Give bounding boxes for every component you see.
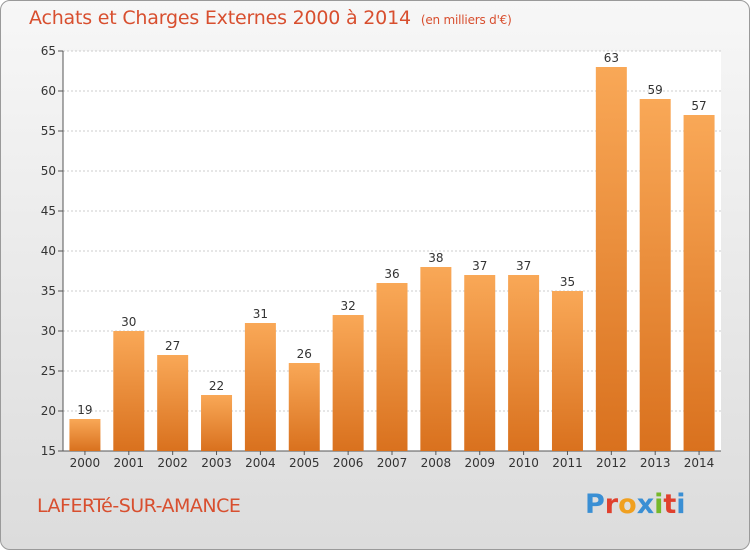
bar-2014 bbox=[683, 115, 715, 451]
bar-2010 bbox=[508, 275, 540, 451]
data-label: 57 bbox=[691, 99, 706, 113]
commune-name: LAFERTé-SUR-AMANCE bbox=[37, 495, 241, 517]
data-label: 27 bbox=[165, 339, 180, 353]
x-tick-label: 2002 bbox=[157, 456, 188, 470]
chart-title-text: Achats et Charges Externes 2000 à 2014 bbox=[29, 7, 411, 29]
x-tick-label: 2013 bbox=[640, 456, 671, 470]
y-tick-label: 35 bbox=[41, 284, 56, 298]
data-label: 26 bbox=[297, 347, 312, 361]
bar-2001 bbox=[113, 331, 145, 451]
x-tick-label: 2008 bbox=[421, 456, 452, 470]
bar-2007 bbox=[376, 283, 408, 451]
bar-2006 bbox=[332, 315, 364, 451]
x-tick-label: 2014 bbox=[684, 456, 715, 470]
bar-2005 bbox=[288, 363, 320, 451]
y-tick-label: 55 bbox=[41, 124, 56, 138]
bar-2011 bbox=[551, 291, 583, 451]
x-tick-label: 2005 bbox=[289, 456, 320, 470]
bar-2003 bbox=[201, 395, 233, 451]
data-label: 19 bbox=[77, 403, 92, 417]
data-label: 38 bbox=[428, 251, 443, 265]
bar-2000 bbox=[69, 419, 101, 451]
data-label: 63 bbox=[604, 51, 619, 65]
y-tick-label: 40 bbox=[41, 244, 56, 258]
x-tick-label: 2010 bbox=[508, 456, 539, 470]
y-tick-label: 15 bbox=[41, 444, 56, 458]
data-label: 31 bbox=[253, 307, 268, 321]
y-tick-label: 45 bbox=[41, 204, 56, 218]
x-tick-label: 2001 bbox=[114, 456, 145, 470]
x-tick-label: 2011 bbox=[552, 456, 583, 470]
x-tick-label: 2009 bbox=[464, 456, 495, 470]
bar-2002 bbox=[157, 355, 189, 451]
bar-2004 bbox=[244, 323, 276, 451]
y-tick-label: 60 bbox=[41, 84, 56, 98]
y-tick-label: 30 bbox=[41, 324, 56, 338]
x-tick-label: 2000 bbox=[70, 456, 101, 470]
bar-2013 bbox=[639, 99, 671, 451]
chart-title: Achats et Charges Externes 2000 à 2014 (e… bbox=[29, 7, 512, 29]
bar-2012 bbox=[595, 67, 627, 451]
bar-2009 bbox=[464, 275, 496, 451]
data-label: 37 bbox=[472, 259, 487, 273]
bar-2008 bbox=[420, 267, 452, 451]
y-tick-label: 50 bbox=[41, 164, 56, 178]
data-label: 35 bbox=[560, 275, 575, 289]
x-tick-label: 2004 bbox=[245, 456, 276, 470]
x-tick-label: 2003 bbox=[201, 456, 232, 470]
data-label: 36 bbox=[384, 267, 399, 281]
data-label: 59 bbox=[648, 83, 663, 97]
y-tick-label: 25 bbox=[41, 364, 56, 378]
y-tick-label: 65 bbox=[41, 44, 56, 58]
x-tick-label: 2006 bbox=[333, 456, 364, 470]
data-label: 22 bbox=[209, 379, 224, 393]
chart-unit: (en milliers d'€) bbox=[420, 13, 512, 27]
data-label: 32 bbox=[340, 299, 355, 313]
data-label: 37 bbox=[516, 259, 531, 273]
x-tick-label: 2012 bbox=[596, 456, 627, 470]
data-label: 30 bbox=[121, 315, 136, 329]
x-tick-label: 2007 bbox=[377, 456, 408, 470]
y-tick-label: 20 bbox=[41, 404, 56, 418]
proxiti-logo: Proxiti bbox=[585, 489, 686, 520]
